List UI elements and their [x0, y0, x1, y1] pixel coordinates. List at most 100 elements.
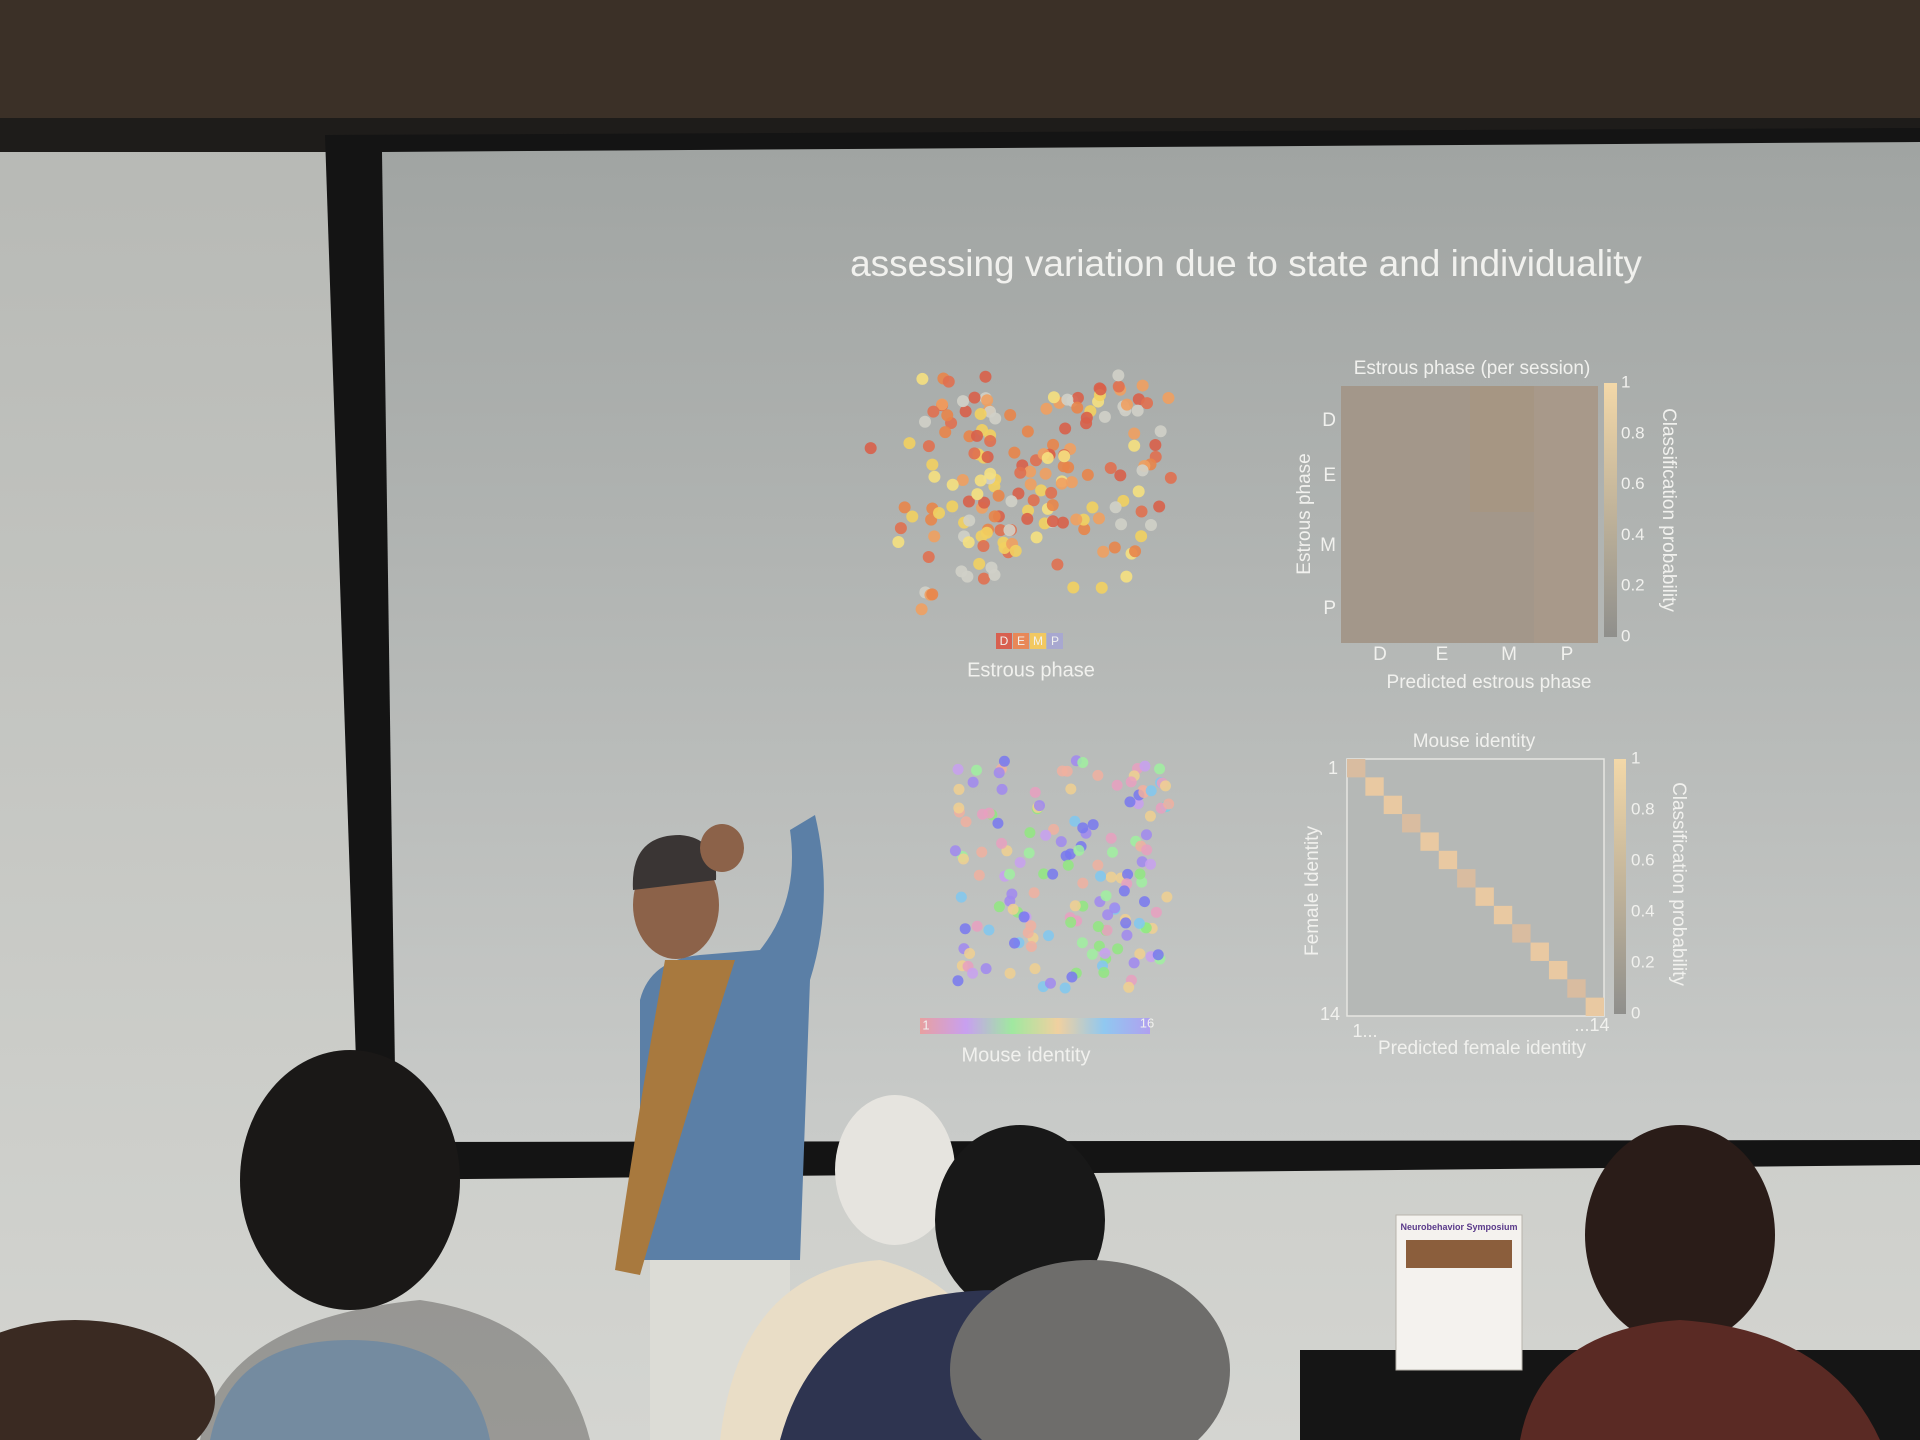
dot	[1056, 765, 1068, 777]
dot	[894, 522, 907, 535]
x-tick-label: ...14	[1574, 1015, 1609, 1035]
dot	[1009, 937, 1021, 949]
dot	[1094, 383, 1107, 396]
x-tick-label: 1...	[1352, 1021, 1377, 1041]
diagonal-cell	[1475, 887, 1494, 906]
dot	[1059, 422, 1072, 435]
dot	[1105, 832, 1117, 844]
dot	[1022, 927, 1034, 939]
colorbar-tick-label: 0.8	[1621, 423, 1645, 442]
diagonal-cell	[1585, 997, 1604, 1016]
dot	[942, 375, 955, 388]
dot	[955, 891, 967, 903]
dot	[1118, 885, 1130, 897]
dot	[974, 474, 987, 487]
dot	[1162, 392, 1175, 405]
dot	[1108, 541, 1121, 554]
diagonal-cell	[1457, 869, 1476, 888]
dot	[903, 437, 916, 450]
dot	[1025, 941, 1037, 953]
dot	[1159, 780, 1171, 792]
dot	[1136, 464, 1149, 477]
y-tick-label: E	[1323, 465, 1336, 486]
dot	[1006, 888, 1018, 900]
dot	[1086, 948, 1098, 960]
dot	[1030, 531, 1043, 544]
dot	[1145, 858, 1157, 870]
dot	[996, 837, 1008, 849]
dot	[967, 776, 979, 788]
dot	[983, 924, 995, 936]
dot	[1129, 545, 1142, 558]
dot	[946, 500, 959, 513]
dot	[1070, 513, 1083, 526]
diagonal-cell	[1548, 960, 1568, 980]
dot	[1024, 478, 1037, 491]
colorbar-tick-label: 0	[1621, 626, 1630, 645]
dot	[981, 450, 994, 463]
legend-swatch	[996, 633, 1012, 649]
dot	[1141, 397, 1154, 410]
dot	[1038, 868, 1050, 880]
dot	[1057, 460, 1070, 473]
dot	[968, 447, 981, 460]
dot	[993, 901, 1005, 913]
legend-label: M	[1033, 634, 1043, 648]
heatmap-title: Mouse identity	[1413, 731, 1536, 752]
y-tick-label: D	[1322, 410, 1336, 431]
dot	[1101, 924, 1113, 936]
dot	[1043, 930, 1055, 942]
dot	[988, 510, 1001, 523]
dot	[957, 853, 969, 865]
dot	[1004, 409, 1017, 422]
dot	[1008, 446, 1021, 459]
dot	[956, 395, 969, 408]
dot	[892, 535, 905, 548]
head	[0, 1320, 215, 1440]
dot	[1076, 937, 1088, 949]
dot	[1027, 494, 1040, 507]
dot	[1136, 876, 1148, 888]
dot	[1055, 836, 1067, 848]
dot	[1100, 890, 1112, 902]
dot	[1131, 404, 1144, 417]
dot	[1092, 921, 1104, 933]
dot	[928, 470, 941, 483]
y-tick-label: M	[1320, 535, 1336, 556]
dot	[1029, 963, 1041, 975]
dot	[949, 845, 961, 857]
colorbar-tick-label: 0	[1631, 1003, 1640, 1022]
y-axis-title: Estrous phase	[1294, 453, 1315, 574]
dot	[1132, 798, 1144, 810]
dot	[967, 967, 979, 979]
dot	[1121, 929, 1133, 941]
colorbar	[1604, 383, 1617, 637]
dot	[919, 415, 932, 428]
heatmap-axes: D E M P D E M P	[1320, 410, 1573, 665]
dot	[960, 816, 972, 828]
dot	[1003, 524, 1016, 537]
dot	[1009, 544, 1022, 557]
dot	[898, 501, 911, 514]
dot	[1064, 848, 1076, 860]
dot	[926, 588, 939, 601]
dot	[963, 514, 976, 527]
diagonal-cell	[1402, 814, 1421, 833]
dot	[1004, 967, 1016, 979]
dot	[1120, 917, 1132, 929]
legend-label: P	[1051, 634, 1059, 648]
dot	[1092, 769, 1104, 781]
dot	[984, 405, 997, 418]
dot	[1073, 844, 1085, 856]
dot	[1132, 485, 1145, 498]
dot	[1112, 943, 1124, 955]
dot	[926, 458, 939, 471]
dot	[988, 568, 1001, 581]
dot	[1144, 810, 1156, 822]
dot	[864, 442, 877, 455]
dot	[953, 783, 965, 795]
colorbar-tick-label: 0.6	[1621, 474, 1645, 493]
dot	[1120, 570, 1133, 583]
dot	[1081, 468, 1094, 481]
poster	[1395, 1214, 1523, 1371]
